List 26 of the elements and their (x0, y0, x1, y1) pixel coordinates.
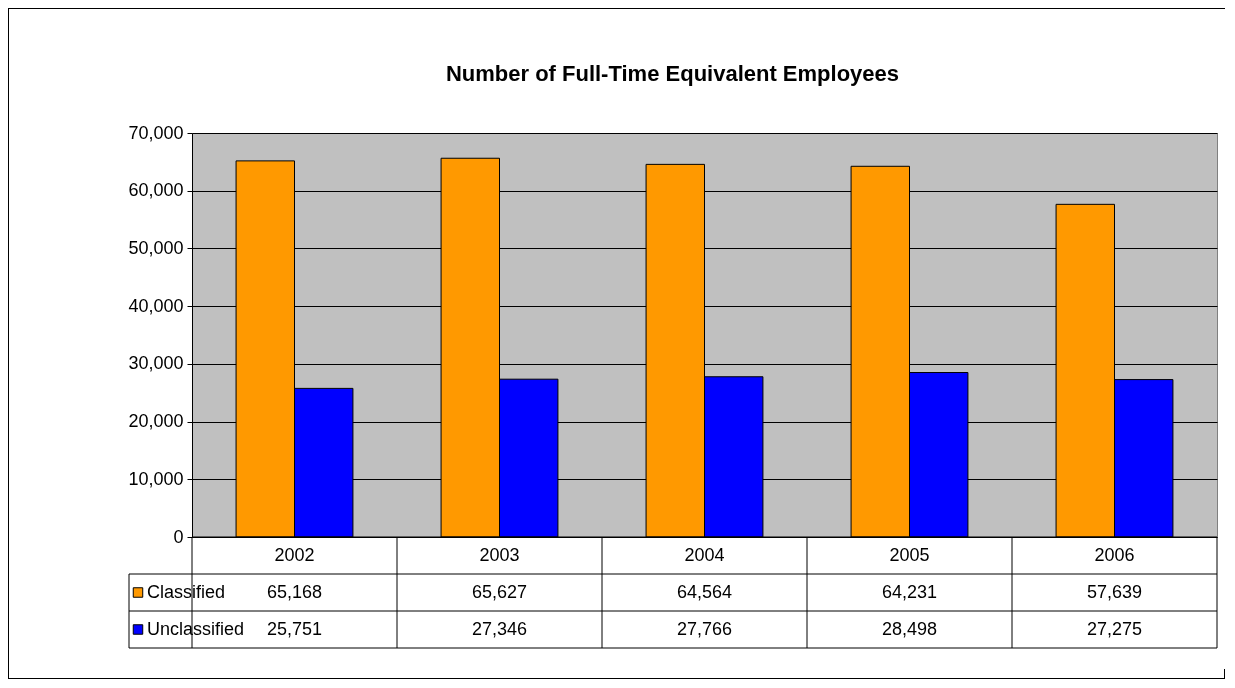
y-tick-label: 0 (173, 526, 184, 547)
y-tick-label: 20,000 (128, 411, 184, 432)
x-tick-label: 2003 (479, 544, 520, 565)
data-label: 27,766 (676, 618, 733, 639)
data-label: 28,498 (881, 618, 938, 639)
data-label: 57,639 (1086, 581, 1143, 602)
legend-label: Unclassified (147, 618, 245, 639)
x-tick-label: 2005 (889, 544, 930, 565)
chart-title: Number of Full-Time Equivalent Employees (445, 60, 900, 86)
legend-label: Classified (147, 581, 226, 602)
data-label: 27,346 (471, 618, 528, 639)
y-tick-label: 50,000 (128, 237, 184, 258)
y-tick-label: 30,000 (128, 353, 184, 374)
x-tick-label: 2006 (1094, 544, 1135, 565)
data-label: 25,751 (266, 618, 323, 639)
y-tick-label: 70,000 (128, 122, 184, 143)
data-label: 64,564 (676, 581, 733, 602)
data-label: 27,275 (1086, 618, 1143, 639)
data-label: 64,231 (881, 581, 938, 602)
data-label: 65,627 (471, 581, 528, 602)
x-tick-label: 2002 (274, 544, 315, 565)
x-tick-label: 2004 (684, 544, 725, 565)
y-tick-label: 10,000 (128, 468, 184, 489)
data-label: 65,168 (266, 581, 323, 602)
y-tick-label: 60,000 (128, 180, 184, 201)
y-tick-label: 40,000 (128, 295, 184, 316)
